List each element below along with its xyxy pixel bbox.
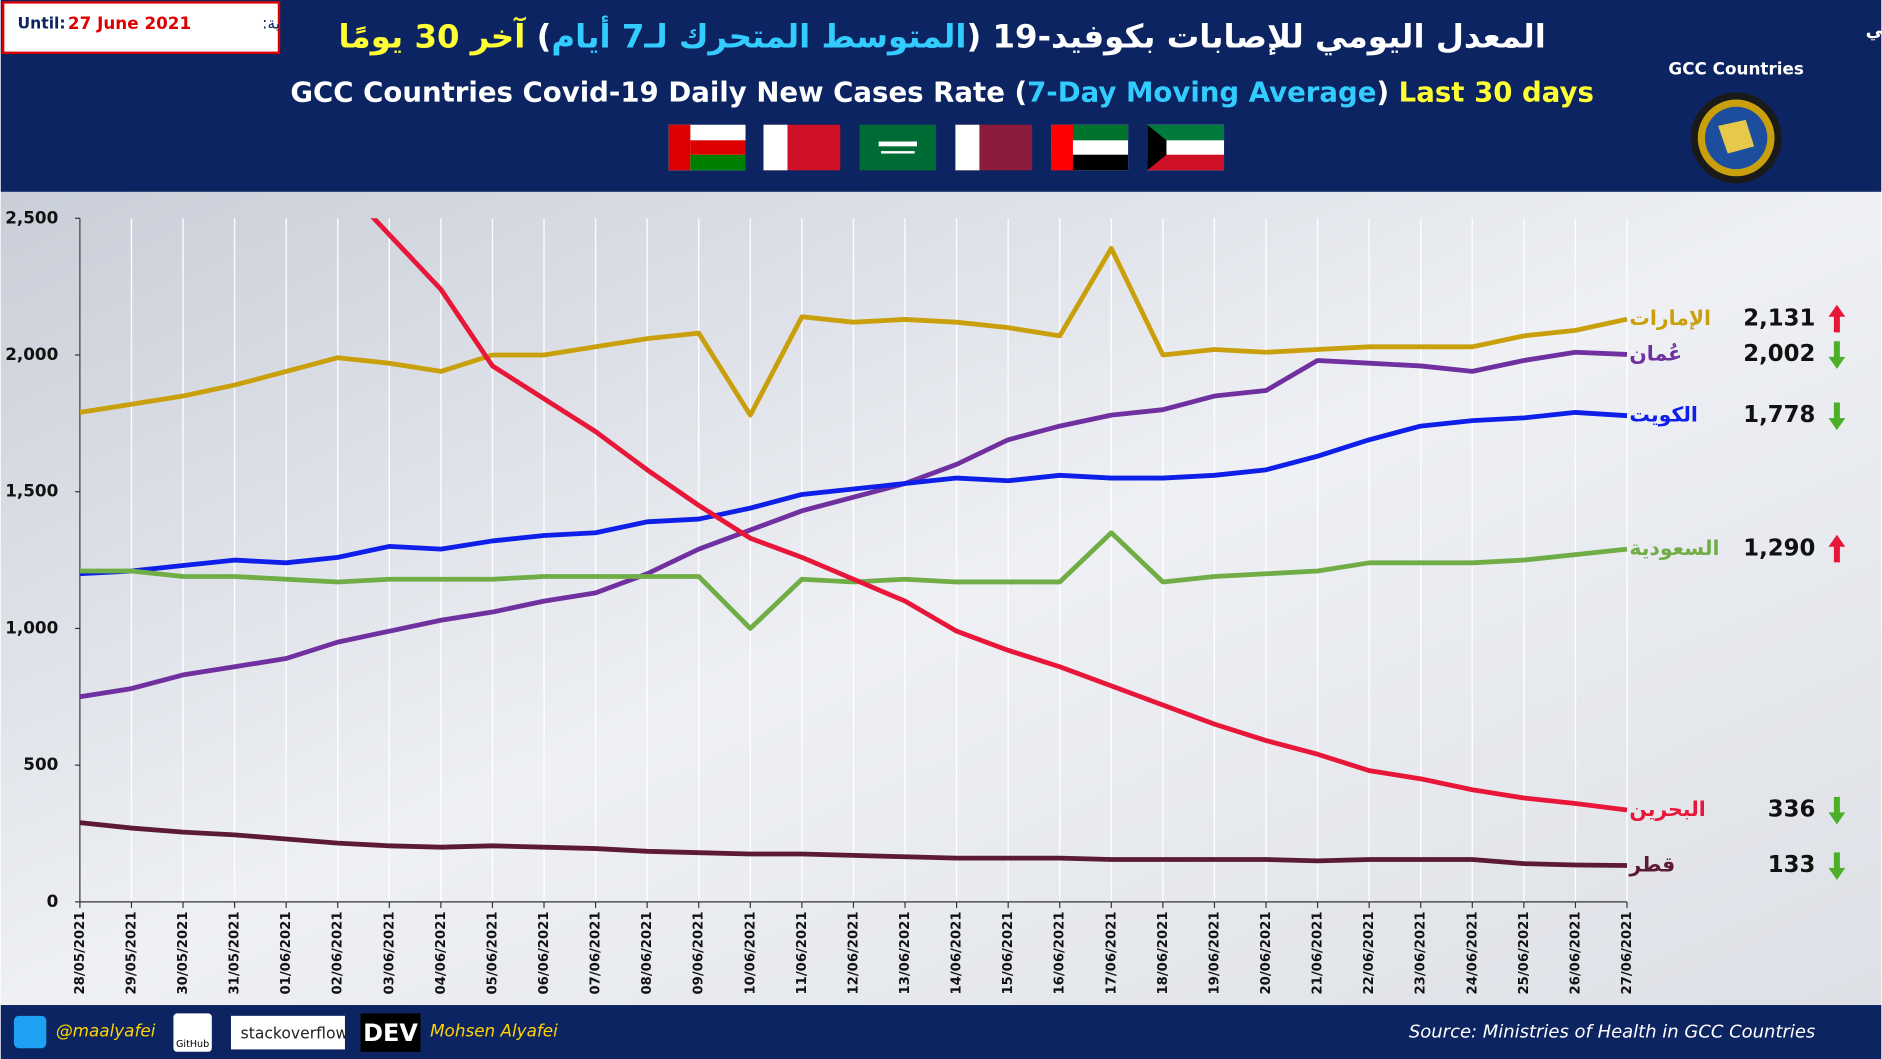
stackoverflow-label: stackoverflow [241,1024,349,1042]
x-tick-label: 10/06/2021 [743,911,758,994]
x-tick-label: 17/06/2021 [1104,911,1119,994]
trend-arrow [1828,852,1846,880]
title-part: 7-Day Moving Average [1027,76,1376,109]
footer-icons [13,1013,421,1052]
header-bg [0,0,1882,192]
chart-title: المعدل اليومي للإصابات بكوفيد-19 (المتوس… [339,14,1546,55]
until-label: Until: [18,14,66,32]
x-tick-label: 02/06/2021 [331,911,346,994]
twitter-handle: @maalyafei [56,1020,156,1040]
title-part: GCC Countries Covid-19 Daily New Cases R… [290,76,1027,109]
x-tick-label: 26/06/2021 [1568,911,1583,994]
legend-entry: الكويت [1629,403,1697,427]
until-box [1,1,281,54]
end-value-label: 2,002 [1743,341,1815,367]
github-label: GitHub [176,1039,209,1050]
series-line [79,820,1628,868]
x-tick-label: 21/06/2021 [1311,911,1326,994]
series-line [79,245,1628,418]
series-line [79,349,1628,700]
title-part: المعدل اليومي للإصابات بكوفيد-19 ( [966,17,1545,55]
until-date: 27 June 2021 [68,13,191,33]
y-tick-label: 0 [47,891,59,911]
x-tick-label: 29/05/2021 [124,911,139,994]
x-tick-label: 31/05/2021 [228,911,243,994]
legend-entry: الإمارات [1629,306,1711,330]
dev-label: DEV [363,1019,418,1047]
series-line [370,218,1628,813]
chart-bg [0,191,1882,1006]
x-tick-label: 19/06/2021 [1207,911,1222,994]
x-tick-label: 05/06/2021 [485,911,500,994]
legend-entry: قطر [1628,853,1675,877]
gcc-ar: دول مجلس التعاون الخليجي [1866,20,1882,41]
title-part: المتوسط المتحرك لـ7 أيام [551,14,966,55]
legend-entry: عُمان [1629,341,1682,365]
x-tick-label: 30/05/2021 [176,911,191,994]
x-tick-label: 18/06/2021 [1156,911,1171,994]
flags [668,124,1225,171]
x-tick-label: 01/06/2021 [279,911,294,994]
gcc-en: GCC Countries [1668,59,1803,79]
chart-subtitle: GCC Countries Covid-19 Daily New Cases R… [290,76,1594,109]
x-tick-label: 22/06/2021 [1362,911,1377,994]
x-tick-label: 13/06/2021 [898,911,913,994]
y-tick-label: 1,500 [5,481,58,501]
x-tick-label: 16/06/2021 [1053,911,1068,994]
x-tick-label: 03/06/2021 [382,911,397,994]
author: Mohsen Alyafei [430,1020,558,1040]
end-value-label: 2,131 [1743,306,1815,332]
end-value-label: 133 [1768,852,1816,878]
title-part: آخر 30 يومًا [339,15,527,55]
x-tick-label: 28/05/2021 [73,911,88,994]
plot: 28/05/2021 29/05/2021 30/05/2021 31/05/2021… [5,207,1846,995]
legend-entry: البحرين [1629,797,1705,821]
x-tick-label: 27/06/2021 [1620,911,1635,994]
trend-arrow [1828,304,1846,333]
x-tick-label: 12/06/2021 [846,911,861,994]
y-tick-label: 500 [23,754,58,774]
series-line [79,410,1628,577]
x-tick-label: 11/06/2021 [795,911,810,994]
trend-arrow [1828,402,1846,431]
x-tick-label: 09/06/2021 [692,911,707,994]
x-tick-label: 15/06/2021 [1001,911,1016,994]
source: Source: Ministries of Health in GCC Coun… [1409,1022,1815,1043]
trend-arrow [1828,534,1846,563]
y-tick-label: 1,000 [5,617,58,637]
y-tick-label: 2,500 [5,207,58,227]
title-part: ) [1376,76,1398,109]
x-tick-label: 08/06/2021 [640,911,655,994]
x-tick-label: 04/06/2021 [434,911,449,994]
x-tick-label: 14/06/2021 [950,911,965,994]
end-value-label: 1,778 [1743,402,1815,428]
trend-arrow [1828,341,1846,369]
lines [79,218,1628,868]
until-ar: لغاية: [262,14,297,32]
x-tick-label: 06/06/2021 [537,911,552,994]
title-part: ) [525,17,551,55]
x-tick-label: 23/06/2021 [1414,911,1429,994]
end-value-label: 1,290 [1743,536,1815,562]
x-tick-label: 07/06/2021 [589,911,604,994]
end-value-label: 336 [1768,797,1816,823]
trend-arrow [1828,796,1846,825]
y-tick-label: 2,000 [5,344,58,364]
series-line [79,530,1628,631]
legend-entry: السعودية [1629,536,1719,560]
x-tick-label: 24/06/2021 [1465,911,1480,994]
title-part: Last 30 days [1399,76,1594,109]
gcc-logo [1690,92,1782,184]
x-tick-label: 20/06/2021 [1259,911,1274,994]
x-tick-label: 25/06/2021 [1517,911,1532,994]
